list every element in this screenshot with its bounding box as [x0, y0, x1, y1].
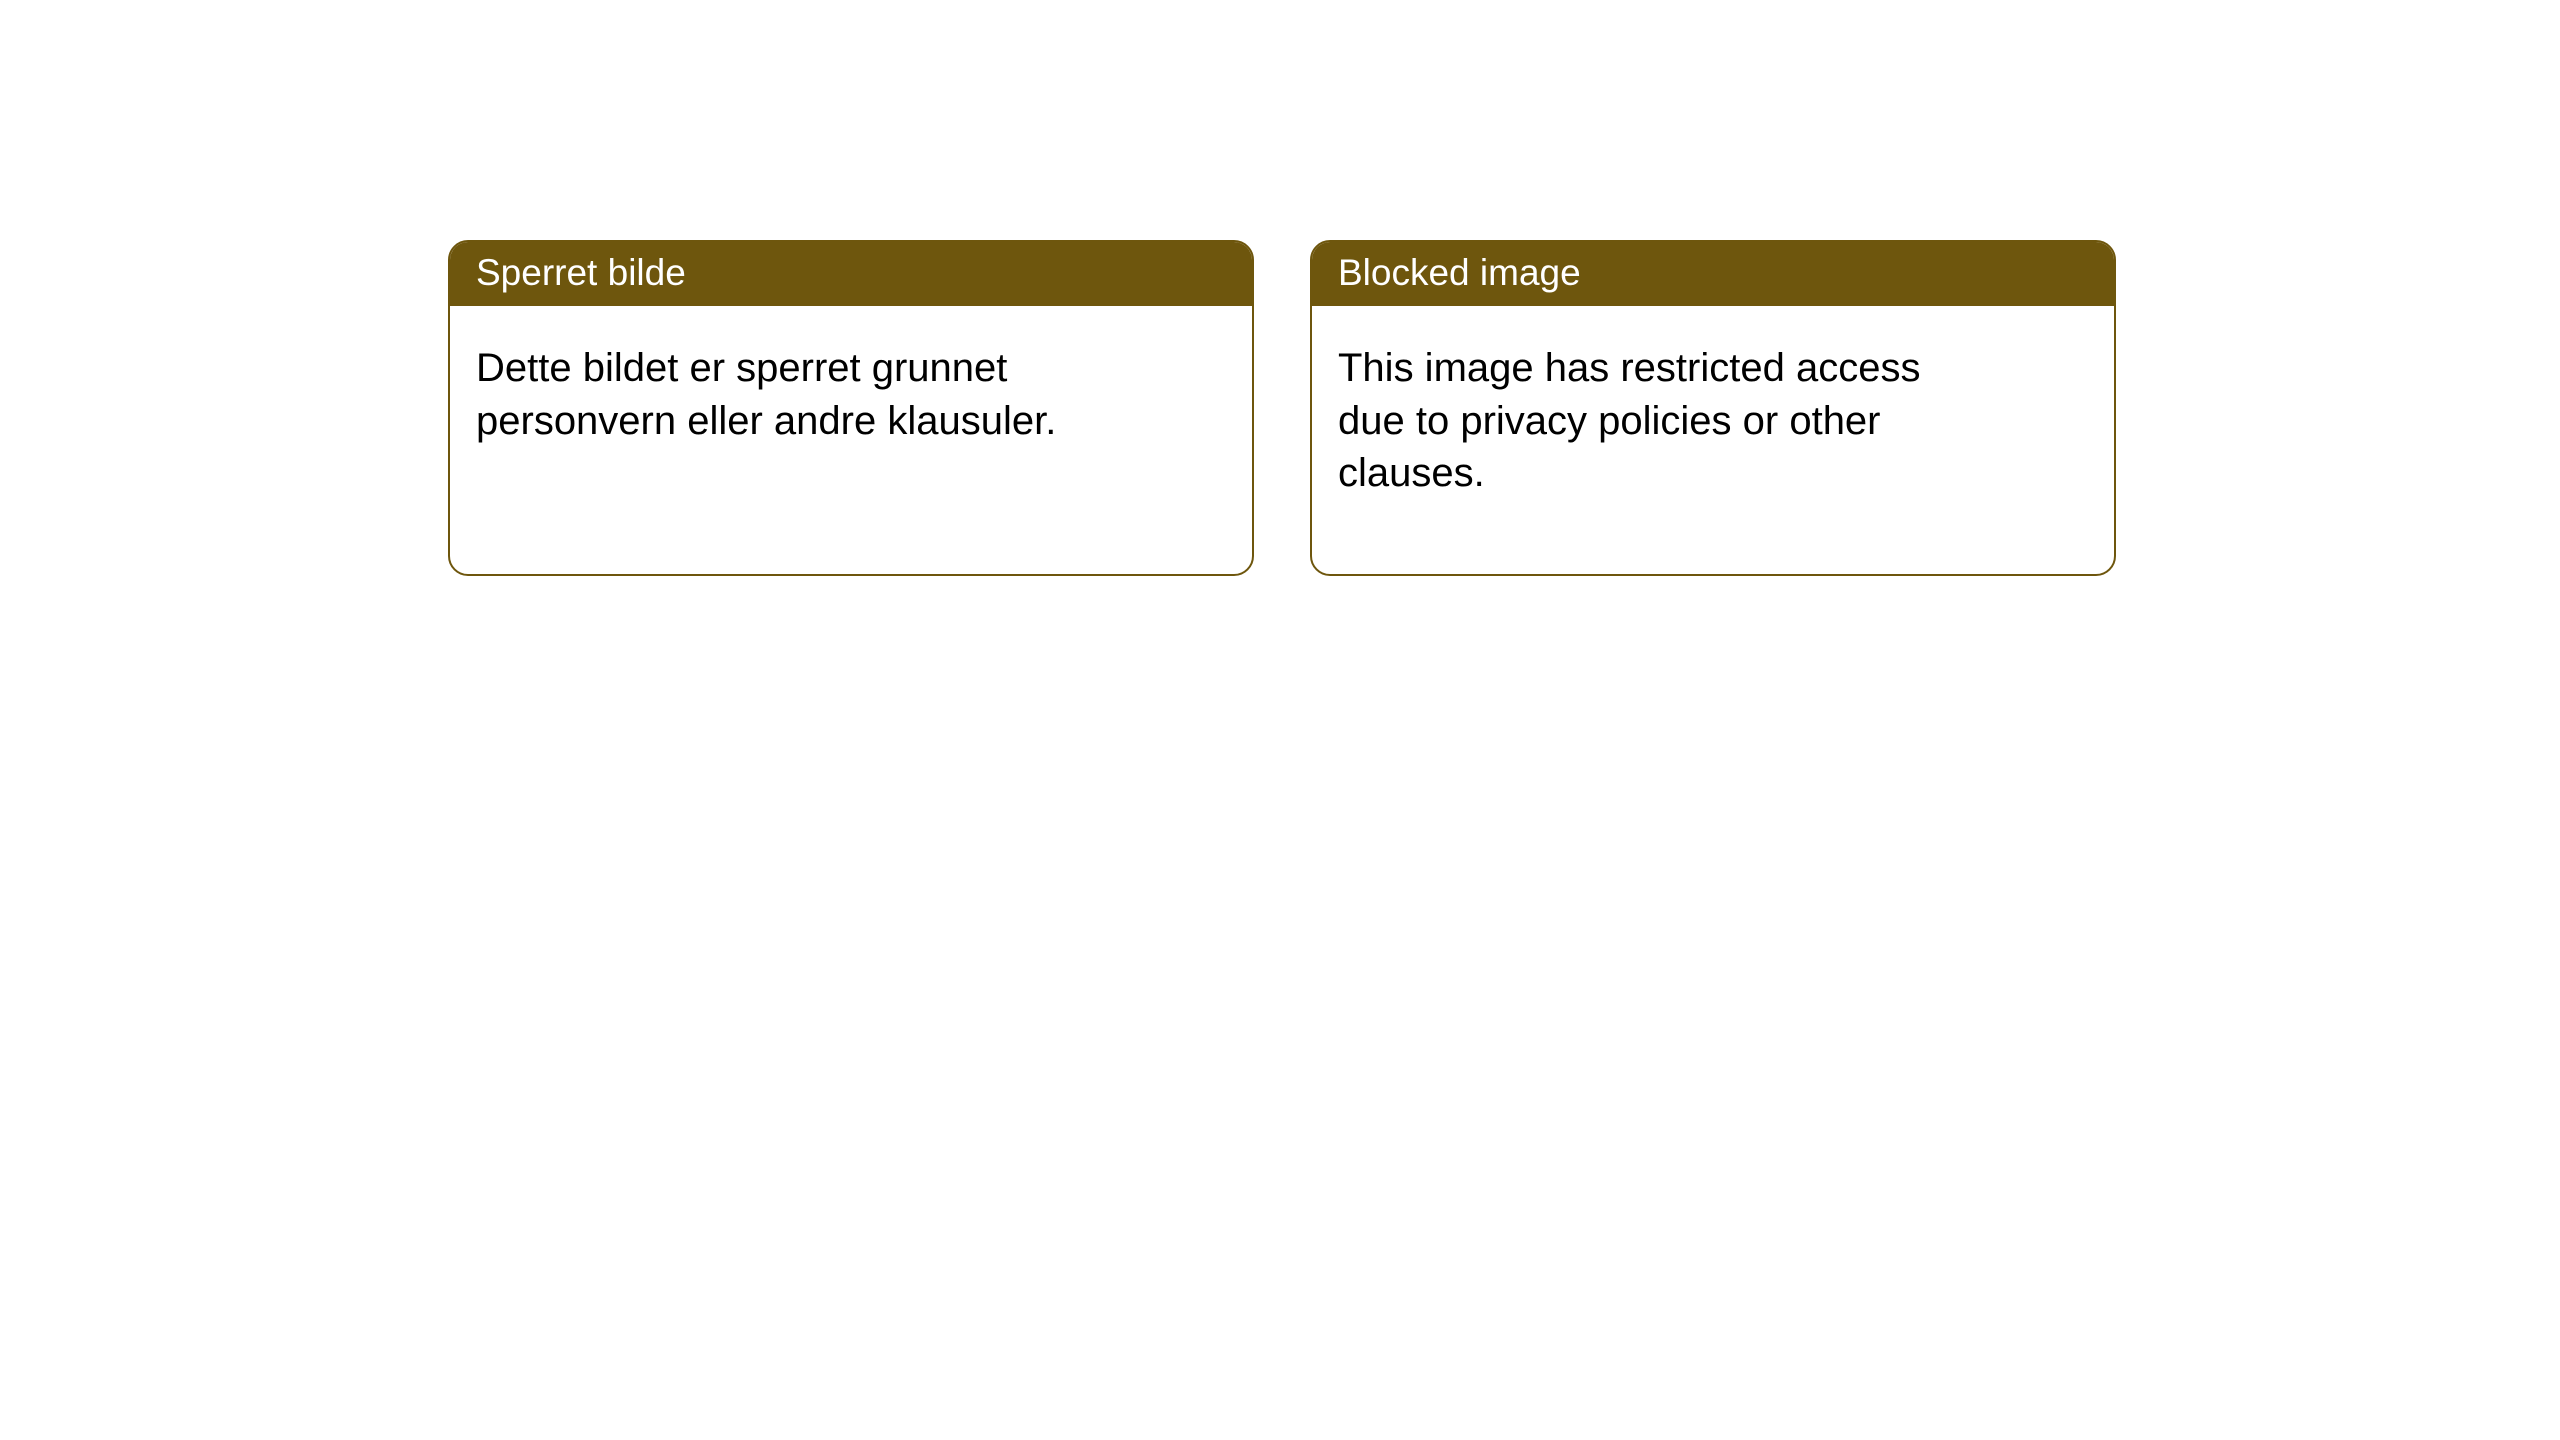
- notice-card-norwegian: Sperret bilde Dette bildet er sperret gr…: [448, 240, 1254, 576]
- notice-card-english: Blocked image This image has restricted …: [1310, 240, 2116, 576]
- notice-body-norwegian: Dette bildet er sperret grunnet personve…: [450, 306, 1130, 473]
- notice-title-norwegian: Sperret bilde: [450, 242, 1252, 306]
- notice-container: Sperret bilde Dette bildet er sperret gr…: [0, 0, 2560, 576]
- notice-title-english: Blocked image: [1312, 242, 2114, 306]
- notice-body-english: This image has restricted access due to …: [1312, 306, 1992, 525]
